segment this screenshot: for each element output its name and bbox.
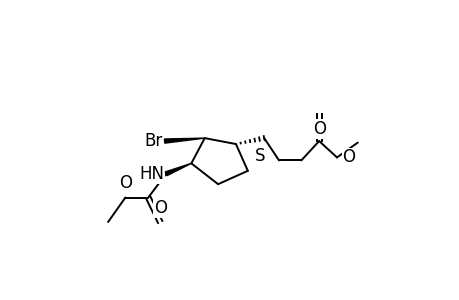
- Polygon shape: [164, 138, 204, 143]
- Text: O: O: [153, 200, 166, 217]
- Text: O: O: [312, 120, 325, 138]
- Text: O: O: [118, 174, 132, 192]
- Text: HN: HN: [140, 165, 164, 183]
- Text: Br: Br: [144, 132, 162, 150]
- Text: S: S: [255, 148, 265, 166]
- Text: O: O: [341, 148, 355, 166]
- Polygon shape: [165, 164, 191, 176]
